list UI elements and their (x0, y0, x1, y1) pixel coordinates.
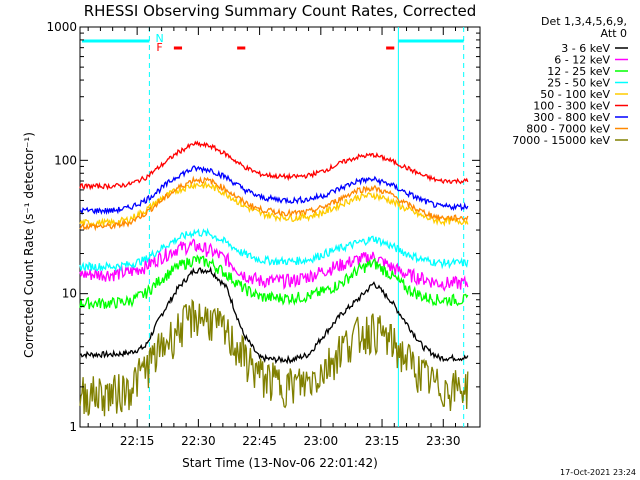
legend-label: 300 - 800 keV (533, 111, 610, 124)
timestamp: 17-Oct-2021 23:24 (560, 468, 636, 477)
y-axis-label: Corrected Count Rate (s⁻¹ detector⁻¹) (22, 132, 36, 358)
ticks-layer: 1 10 100 1000 22:15 22:30 22:45 23:00 23:15 23:30 (46, 20, 480, 448)
legend-label: 7000 - 15000 keV (512, 134, 610, 147)
series-line-6 (79, 165, 469, 216)
series-line-0 (79, 266, 469, 365)
series-line-1 (79, 238, 469, 292)
y-tick-label: 10 (62, 287, 77, 301)
x-tick-label: 22:30 (181, 434, 216, 448)
series-line-5 (79, 140, 469, 191)
x-tick-label: 23:30 (426, 434, 461, 448)
plot-frame (79, 26, 481, 428)
x-axis-label: Start Time (13-Nov-06 22:01:42) (182, 456, 378, 470)
legend-label: 12 - 25 keV (547, 65, 610, 78)
series-layer (79, 140, 469, 417)
y-tick-label: 100 (54, 153, 77, 167)
flag-label-night: N (155, 32, 163, 45)
legend-label: 800 - 7000 keV (526, 123, 610, 136)
legend-label: 3 - 6 keV (561, 42, 610, 55)
x-tick-label: 23:00 (304, 434, 339, 448)
series-line-3 (79, 227, 469, 272)
legend-label: 25 - 50 keV (547, 77, 610, 90)
y-tick-label: 1000 (46, 20, 77, 34)
plot-area (79, 26, 481, 428)
series-line-4 (79, 180, 469, 227)
legend-label: 50 - 100 keV (540, 88, 610, 101)
chart-title: RHESSI Observing Summary Count Rates, Co… (84, 2, 477, 20)
series-line-2 (79, 254, 469, 310)
series-line-7 (79, 175, 469, 232)
x-tick-label: 22:45 (242, 434, 277, 448)
legend-header-line-2: Att 0 (601, 27, 627, 40)
series-line-8 (79, 298, 469, 417)
y-tick-label: 1 (69, 420, 77, 434)
legend-header-line-1: Det 1,3,4,5,6,9, (541, 15, 627, 28)
flag-label-flare: F (156, 41, 162, 54)
legend-label: 6 - 12 keV (554, 54, 610, 67)
legend-label: 100 - 300 keV (533, 100, 610, 113)
x-tick-label: 23:15 (365, 434, 400, 448)
x-tick-label: 22:15 (120, 434, 155, 448)
